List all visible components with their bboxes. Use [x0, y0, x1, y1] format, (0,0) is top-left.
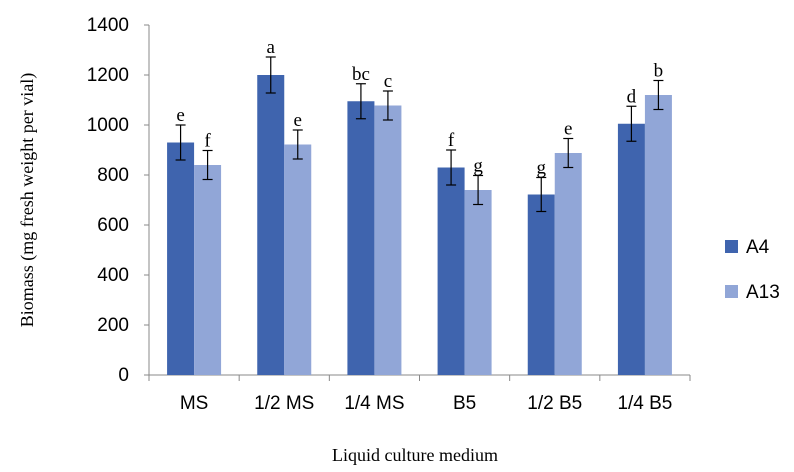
bar-A13 — [554, 153, 582, 375]
y-tick-label: 200 — [97, 315, 129, 336]
x-axis-ticks — [148, 375, 691, 381]
legend: A4 A13 — [725, 237, 780, 303]
legend-label-A4: A4 — [746, 237, 770, 258]
y-tick-label: 1200 — [87, 65, 129, 86]
significance-letter: e — [176, 105, 184, 126]
bar-A13 — [644, 95, 672, 375]
bar-A4 — [257, 75, 285, 375]
y-tick-label: 800 — [97, 165, 129, 186]
y-axis-ticks: 0 200 400 600 800 1000 1200 1400 — [87, 15, 149, 386]
x-tick-label: 1/4 MS — [344, 393, 404, 414]
y-tick-label: 0 — [118, 365, 129, 386]
y-axis-title: Biomass (mg fresh weight per vial) — [17, 73, 38, 327]
significance-letter: b — [654, 61, 664, 82]
y-tick-label: 600 — [97, 215, 129, 236]
legend-swatch-A13 — [725, 285, 738, 298]
bar-A13 — [464, 190, 492, 375]
significance-letter: bc — [352, 64, 370, 85]
x-tick-label: MS — [180, 393, 209, 414]
x-axis-labels: MS 1/2 MS 1/4 MS B5 1/2 B5 1/4 B5 — [180, 393, 673, 414]
bar-A13 — [194, 165, 222, 375]
significance-letter: g — [473, 156, 483, 177]
x-tick-label: 1/2 MS — [254, 393, 314, 414]
x-axis-title: Liquid culture medium — [332, 445, 498, 465]
significance-letter: e — [294, 110, 302, 131]
significance-letter: d — [627, 86, 637, 107]
significance-letter: e — [564, 119, 572, 140]
significance-letter: f — [448, 130, 455, 151]
x-tick-label: 1/4 B5 — [617, 393, 672, 414]
legend-label-A13: A13 — [746, 282, 780, 303]
y-tick-label: 1400 — [87, 15, 129, 36]
bar-A4 — [347, 101, 375, 375]
significance-letter: g — [537, 158, 547, 179]
significance-letter: c — [384, 71, 392, 92]
significance-letter: a — [267, 37, 276, 58]
bar-A13 — [284, 144, 312, 375]
legend-swatch-A4 — [725, 240, 738, 253]
bar-A4 — [617, 123, 645, 375]
x-tick-label: 1/2 B5 — [527, 393, 582, 414]
significance-letter: f — [204, 131, 211, 152]
y-tick-label: 1000 — [87, 115, 129, 136]
bar-A4 — [527, 194, 555, 375]
bar-A4 — [167, 142, 195, 375]
y-tick-label: 400 — [97, 265, 129, 286]
bar-A13 — [374, 105, 402, 375]
bar-A4 — [437, 167, 465, 375]
x-tick-label: B5 — [453, 393, 476, 414]
error-bars — [175, 56, 664, 213]
bars — [167, 75, 672, 375]
